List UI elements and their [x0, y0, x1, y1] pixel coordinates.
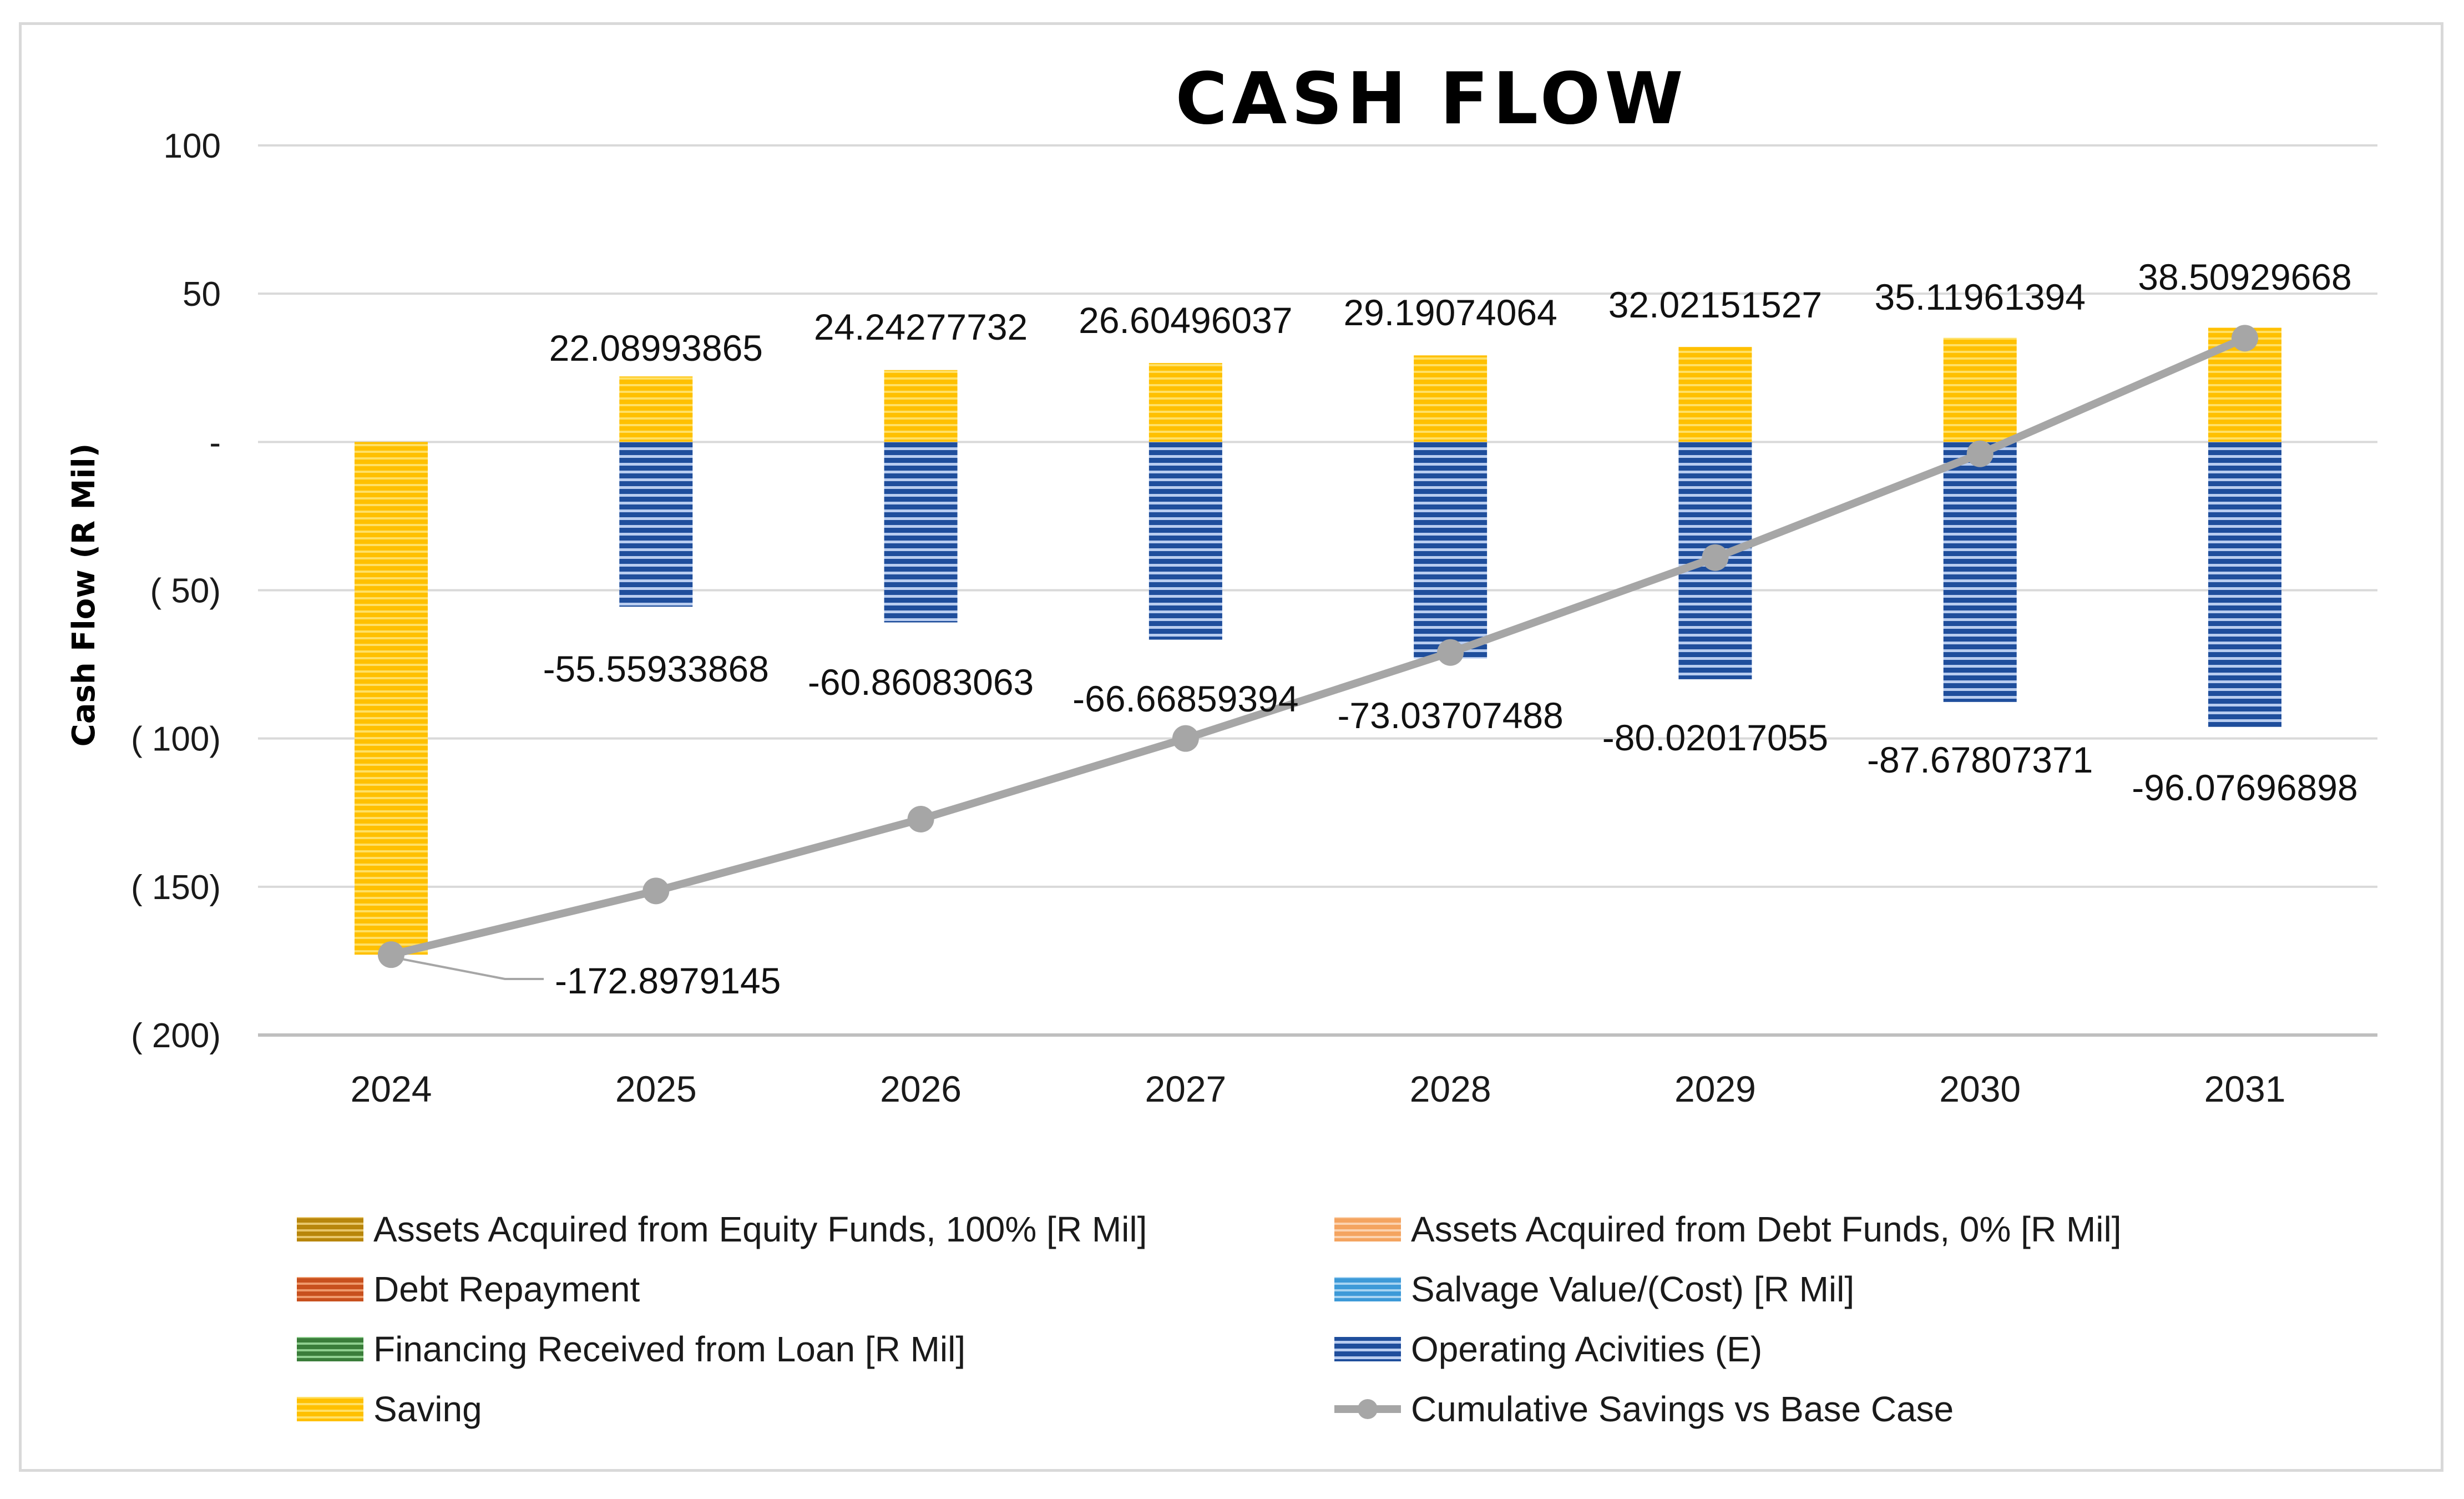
y-tick-label: ( 150) [131, 869, 221, 907]
saving-data-label: 22.08993865 [549, 327, 763, 369]
y-tick-label: ( 50) [150, 572, 221, 610]
cumulative-marker [1702, 544, 1729, 571]
saving-data-label: 32.02151527 [1608, 284, 1822, 325]
y-axis-title: Cash Flow (R Mil) [66, 443, 102, 747]
operating-bar [884, 442, 958, 623]
legend-swatch [297, 1277, 363, 1301]
y-tick-label: ( 100) [131, 720, 221, 759]
legend-swatch [1334, 1337, 1401, 1361]
y-tick-label: - [209, 423, 221, 462]
operating-data-label: -60.86083063 [808, 662, 1034, 703]
operating-data-label: -55.55933868 [543, 648, 769, 689]
legend-label: Financing Received from Loan [R Mil] [373, 1329, 965, 1369]
operating-data-label: -73.03707488 [1337, 695, 1563, 736]
saving-data-label: 29.19074064 [1343, 292, 1557, 333]
x-tick-label: 2026 [880, 1068, 962, 1109]
cumulative-marker [378, 941, 404, 968]
leader-line [402, 958, 544, 980]
x-tick-label: 2031 [2204, 1068, 2286, 1109]
saving-bar [1414, 355, 1487, 442]
legend-label: Debt Repayment [373, 1269, 640, 1309]
legend-label: Assets Acquired from Equity Funds, 100% … [373, 1209, 1147, 1249]
saving-bar [1943, 337, 2017, 442]
legend: Assets Acquired from Equity Funds, 100% … [297, 1209, 2121, 1429]
gridlines [258, 144, 2377, 1037]
cumulative-marker [1966, 440, 1994, 467]
y-tick-label: ( 200) [131, 1017, 221, 1055]
saving-data-label: 35.11961394 [1874, 276, 2086, 317]
cumulative-marker [1172, 725, 1199, 752]
legend-label: Assets Acquired from Debt Funds, 0% [R M… [1411, 1209, 2121, 1249]
operating-data-label: -96.07696898 [2132, 767, 2357, 808]
legend-swatch [297, 1217, 363, 1241]
y-axis-ticks: 100 50 - ( 50) ( 100) ( 150) ( 200) [131, 127, 221, 1055]
data-labels: 22.08993865 24.24277732 26.60496037 29.1907… [402, 256, 2358, 1001]
legend-label: Saving [373, 1389, 482, 1429]
cumulative-marker [642, 877, 670, 905]
cumulative-marker [2232, 325, 2258, 352]
bars [355, 327, 2281, 955]
cumulative-marker [1437, 639, 1464, 666]
y-tick-label: 100 [164, 127, 221, 165]
saving-bar [355, 442, 428, 955]
x-tick-label: 2029 [1674, 1068, 1756, 1109]
x-tick-label: 2028 [1410, 1068, 1491, 1109]
saving-data-label: 38.50929668 [2138, 256, 2351, 297]
x-tick-label: 2025 [615, 1068, 697, 1109]
x-tick-label: 2024 [351, 1068, 432, 1109]
operating-bar [1943, 442, 2017, 702]
legend-swatch [297, 1337, 363, 1361]
legend-label: Salvage Value/(Cost) [R Mil] [1411, 1269, 1854, 1309]
operating-data-label: -87.67807371 [1867, 739, 2093, 780]
operating-bar [619, 442, 693, 607]
operating-bar [1414, 442, 1487, 659]
operating-data-label: -80.02017055 [1602, 717, 1828, 758]
x-axis-ticks: 2024 2025 2026 2027 2028 2029 2030 2031 [351, 1068, 2286, 1109]
saving-data-label: 24.24277732 [814, 306, 1028, 347]
legend-line-marker [1358, 1399, 1378, 1419]
cumulative-line [390, 334, 2247, 958]
x-tick-label: 2030 [1939, 1068, 2021, 1109]
x-tick-label: 2027 [1145, 1068, 1226, 1109]
cumulative-marker [907, 806, 934, 833]
legend-label: Cumulative Savings vs Base Case [1411, 1389, 1954, 1429]
saving-data-label: 26.60496037 [1079, 300, 1292, 341]
operating-bar [2208, 442, 2281, 727]
saving-bar [619, 376, 693, 442]
legend-swatch [297, 1397, 363, 1421]
chart-title: CASH FLOW [1175, 58, 1687, 140]
operating-data-label: -66.66859394 [1072, 678, 1298, 719]
legend-swatch [1334, 1217, 1401, 1241]
saving-bar [884, 370, 958, 442]
legend-swatch [1334, 1277, 1401, 1301]
cumulative-savings-line [378, 325, 2258, 968]
y-tick-label: 50 [183, 275, 221, 314]
operating-bar [1148, 442, 1222, 640]
legend-label: Operating Acivities (E) [1411, 1329, 1762, 1369]
first-bar-data-label: -172.8979145 [555, 960, 781, 1001]
saving-bar [1148, 363, 1222, 442]
saving-bar [1678, 347, 1752, 442]
